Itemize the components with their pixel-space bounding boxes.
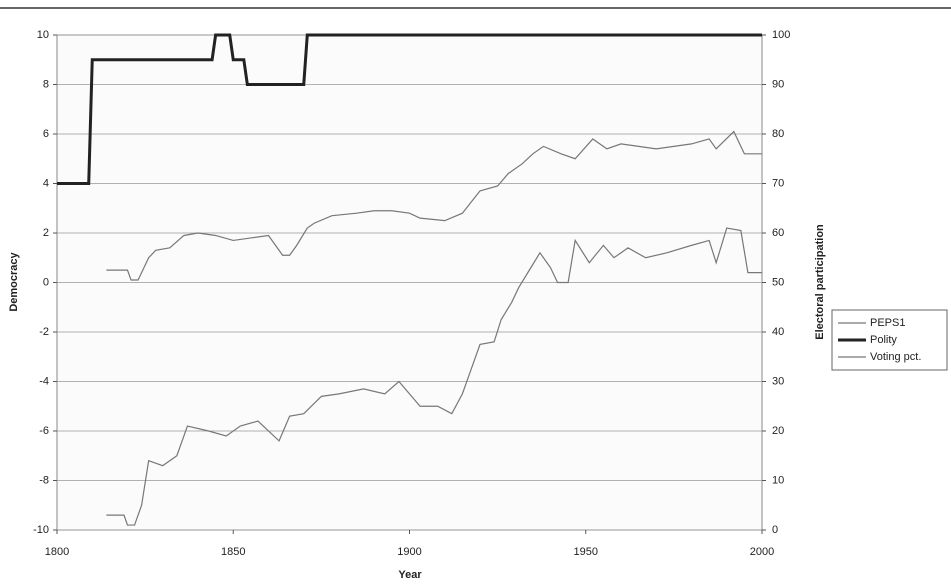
y2-tick-label: 30: [772, 375, 784, 387]
y-tick-label: -6: [39, 425, 49, 437]
y2-tick-label: 10: [772, 474, 784, 486]
y-tick-label: -8: [39, 474, 49, 486]
legend-label: PEPS1: [870, 317, 905, 329]
y-tick-label: -10: [33, 524, 49, 536]
y2-axis-title: Electoral participation: [814, 224, 826, 340]
y-tick-label: 8: [43, 78, 49, 90]
y-tick-label: 6: [43, 128, 49, 140]
legend-label: Voting pct.: [870, 351, 921, 363]
y-axis-title: Democracy: [8, 251, 20, 311]
x-tick-label: 1900: [397, 546, 421, 558]
y-tick-label: 0: [43, 276, 49, 288]
x-tick-label: 2000: [750, 546, 774, 558]
y2-tick-label: 80: [772, 128, 784, 140]
y-tick-label: -2: [39, 326, 49, 338]
y-tick-label: -4: [39, 375, 49, 387]
y2-tick-label: 20: [772, 425, 784, 437]
y2-tick-label: 40: [772, 326, 784, 338]
series-line: [106, 227, 762, 526]
y2-tick-label: 60: [772, 227, 784, 239]
y2-tick-label: 0: [772, 524, 778, 536]
x-tick-label: 1800: [45, 546, 69, 558]
y2-tick-label: 50: [772, 276, 784, 288]
y2-tick-label: 70: [772, 177, 784, 189]
x-tick-label: 1950: [574, 546, 598, 558]
x-tick-label: 1850: [221, 546, 245, 558]
y2-tick-label: 90: [772, 78, 784, 90]
x-axis-title: Year: [398, 569, 422, 581]
legend-label: Polity: [870, 334, 897, 346]
y-tick-label: 2: [43, 227, 49, 239]
y-tick-label: 4: [43, 177, 49, 189]
y-tick-label: 10: [37, 29, 49, 41]
series-line: [106, 130, 762, 281]
series-line: [57, 33, 762, 185]
y2-tick-label: 100: [772, 29, 790, 41]
